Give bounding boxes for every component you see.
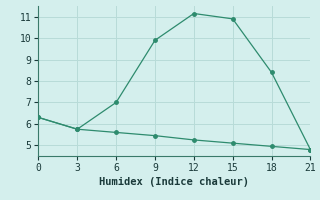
X-axis label: Humidex (Indice chaleur): Humidex (Indice chaleur) (100, 177, 249, 187)
